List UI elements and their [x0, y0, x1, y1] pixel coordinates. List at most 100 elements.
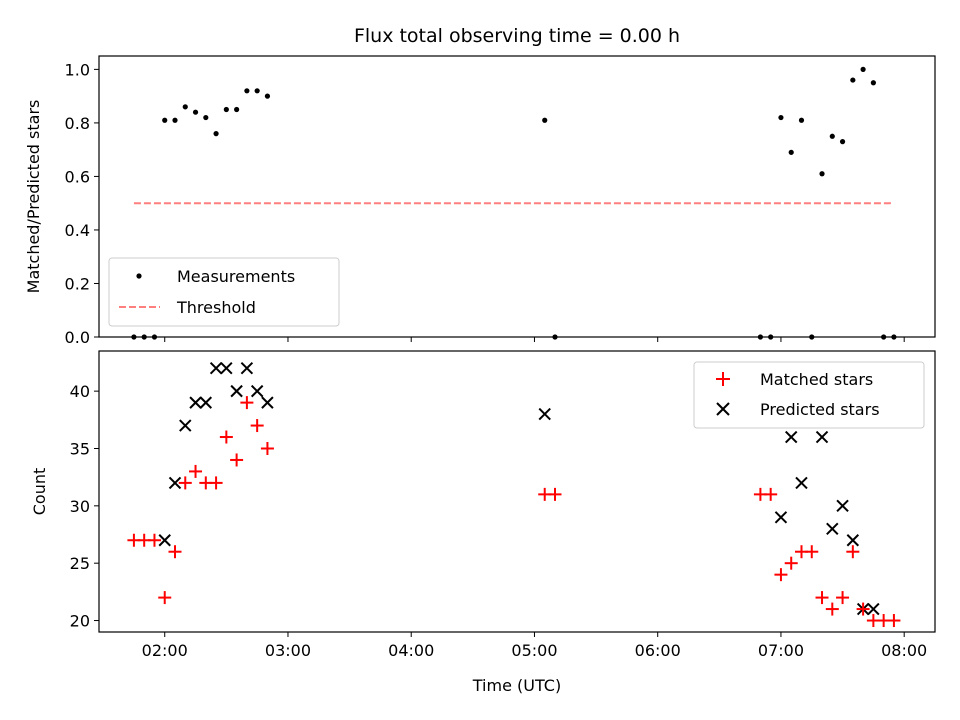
count-y-tick-label: 25 [70, 554, 90, 573]
predicted-stars-point [250, 384, 264, 398]
x-axis-label: Time (UTC) [472, 676, 561, 695]
count-y-tick-label: 30 [70, 497, 90, 516]
ratio-y-tick-label: 1.0 [65, 60, 90, 79]
ratio-y-tick-label: 0.6 [65, 167, 90, 186]
measurement-point [244, 88, 250, 94]
matched-stars-point [774, 568, 788, 582]
measurement-point [172, 117, 178, 123]
chart-title: Flux total observing time = 0.00 h [354, 25, 680, 47]
ratio-plot-frame [98, 55, 936, 338]
measurement-point [542, 117, 548, 123]
count-y-tick-label: 35 [70, 439, 90, 458]
ratio-y-tick-label: 0.0 [65, 328, 90, 347]
count-y-axis-label: Count [30, 468, 49, 516]
x-tick-label: 02:00 [142, 641, 188, 660]
matched-stars-point [147, 533, 161, 547]
legend-measurements-marker [136, 273, 142, 279]
predicted-stars-point [179, 419, 192, 432]
count-y-axis: 20 25 30 35 40 [70, 382, 99, 631]
matched-stars-point [158, 591, 172, 605]
measurement-point [788, 149, 794, 155]
measurement-point [860, 66, 866, 72]
measurement-point [798, 117, 805, 123]
x-tick-label: 05:00 [511, 641, 557, 660]
x-tick-label: 06:00 [635, 641, 681, 660]
matched-stars-point [178, 476, 192, 490]
count-plot-frame [98, 350, 936, 633]
matched-stars-point [887, 614, 901, 628]
matched-stars-point [260, 441, 274, 455]
legend-matched-marker [716, 372, 730, 386]
predicted-stars-point [158, 534, 171, 547]
ratio-y-tick-label: 0.8 [65, 114, 90, 133]
predicted-stars-point [261, 396, 274, 409]
measurement-point [850, 77, 856, 83]
legend-measurements-label: Measurements [177, 267, 295, 286]
predicted-stars-point [836, 499, 849, 513]
measurement-point [213, 131, 219, 137]
predicted-stars-point [199, 396, 213, 409]
measurement-point [264, 93, 271, 99]
x-tick-label: 04:00 [388, 641, 434, 660]
predicted-stars-point [826, 522, 839, 535]
count-y-tick-label: 20 [70, 612, 90, 631]
measurement-point [829, 133, 835, 139]
legend-matched-label: Matched stars [760, 370, 873, 389]
matched-stars-point [240, 396, 254, 410]
matched-stars-point [230, 453, 244, 467]
count-y-tick-label: 40 [70, 382, 90, 401]
predicted-stars-point [538, 407, 551, 421]
measurement-point [254, 88, 260, 94]
x-tick-label: 08:00 [881, 641, 927, 660]
measurement-point [192, 109, 199, 115]
predicted-stars-point [220, 361, 233, 375]
matched-stars-point [189, 464, 203, 478]
predicted-stars-point [815, 430, 829, 444]
predicted-stars-point [867, 602, 880, 616]
ratio-y-axis-label: Matched/Predicted stars [24, 100, 43, 294]
ratio-y-tick-label: 0.4 [65, 221, 90, 240]
matched-stars-point [856, 602, 870, 616]
matched-stars-point [548, 487, 562, 501]
matched-stars-point [168, 545, 182, 559]
matched-stars-point [825, 602, 839, 616]
ratio-legend: Measurements Threshold [108, 257, 340, 327]
predicted-stars-point [189, 396, 202, 409]
matched-stars-point [815, 591, 829, 605]
matched-stars-point [219, 430, 233, 444]
legend-predicted-label: Predicted stars [760, 400, 880, 419]
matched-stars-point [209, 476, 223, 490]
count-legend: Matched stars Predicted stars [693, 361, 925, 429]
count-x-axis: 02:00 03:00 04:00 05:00 06:00 07:00 08:00 [142, 632, 927, 660]
predicted-stars-point [209, 361, 223, 375]
predicted-stars-point [240, 361, 254, 375]
x-tick-label: 03:00 [265, 641, 311, 660]
measurement-point [203, 114, 209, 121]
matched-stars-point [250, 419, 264, 433]
legend-predicted-marker [716, 402, 730, 416]
predicted-stars-point [168, 476, 182, 490]
matched-stars-point [836, 591, 850, 605]
matched-stars-point [784, 556, 798, 570]
ratio-y-tick-label: 0.2 [65, 274, 90, 293]
measurement-point [223, 106, 229, 113]
measurement-point [234, 106, 240, 113]
measurement-point [182, 104, 188, 110]
predicted-stars-point [785, 430, 798, 444]
predicted-stars-point [846, 534, 860, 547]
ratio-y-axis: 0.0 0.2 0.4 0.6 0.8 1.0 [65, 60, 99, 347]
measurement-point [870, 80, 876, 86]
predicted-stars-point [795, 476, 808, 490]
predicted-stars-point [774, 511, 788, 524]
ratio-panel: 0.0 0.2 0.4 0.6 0.8 1.0 Matched/Predicted sta… [24, 55, 936, 347]
matched-stars-point [846, 545, 860, 559]
count-marks [127, 361, 901, 628]
measurement-point [839, 139, 846, 145]
ratio-marks [131, 66, 897, 340]
x-tick-label: 07:00 [758, 641, 804, 660]
count-panel: 20 25 30 35 40 02:00 03:00 04:00 05:00 06:00 07:0… [30, 350, 936, 695]
predicted-stars-point [230, 384, 243, 398]
matched-stars-point [764, 487, 778, 501]
matched-stars-point [805, 545, 819, 559]
